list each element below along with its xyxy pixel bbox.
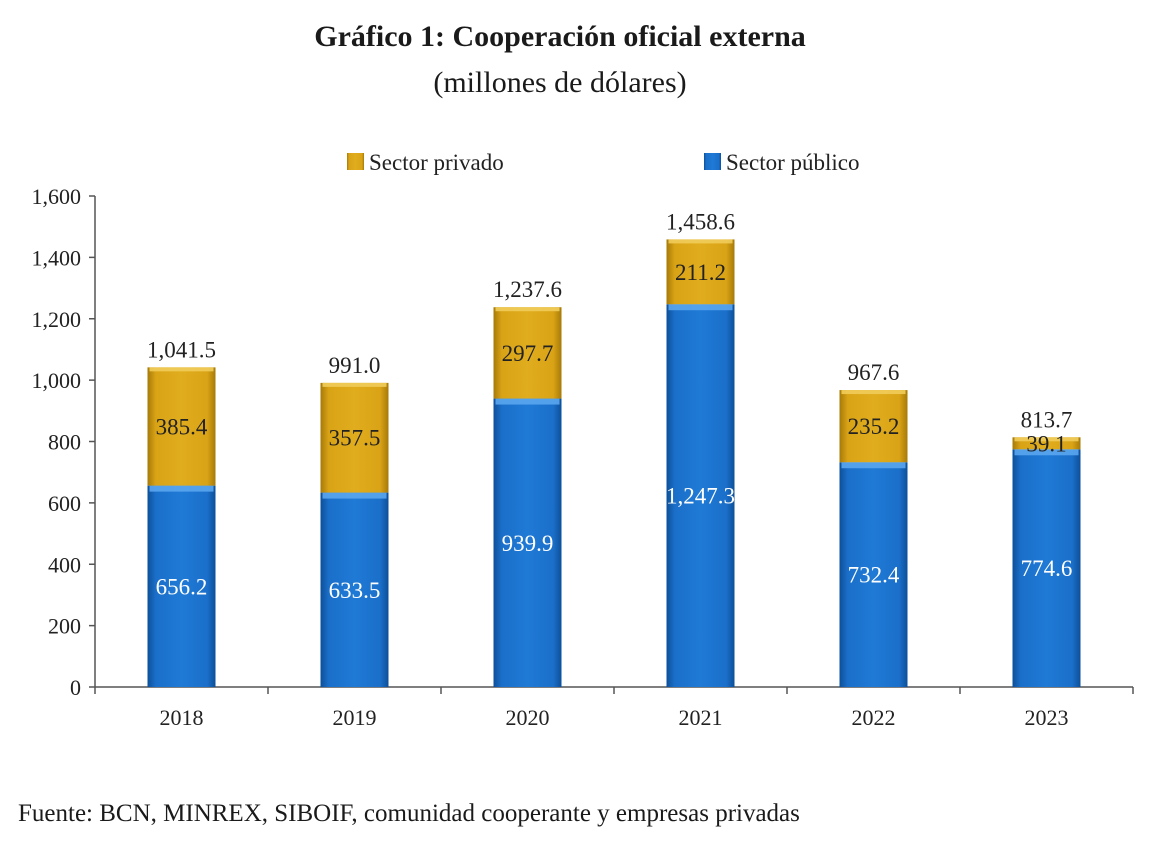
data-label-total: 1,458.6 <box>666 209 735 234</box>
bar-sector-publico <box>1012 449 1081 687</box>
bar-top-bevel <box>668 239 733 244</box>
axes: 0 200 400 600 800 1,000 1,200 1,400 1,600 <box>32 184 1134 700</box>
data-label-total: 967.6 <box>848 360 900 385</box>
x-tick-label: 2021 <box>679 705 723 730</box>
data-label-sector-publico: 633.5 <box>329 578 381 603</box>
bar-top-bevel <box>149 367 214 372</box>
x-tick-label: 2019 <box>333 705 377 730</box>
x-tick-label: 2023 <box>1025 705 1069 730</box>
bar-sector-publico <box>320 492 389 687</box>
legend-swatch-sector-publico <box>704 153 721 170</box>
data-label-total: 1,041.5 <box>147 337 216 362</box>
bar-sector-publico <box>839 462 908 687</box>
bar-top-bevel <box>149 485 214 492</box>
chart-subtitle: (millones de dólares) <box>433 66 687 99</box>
bar-top-bevel <box>841 390 906 395</box>
data-label-sector-privado: 39.1 <box>1026 431 1066 456</box>
data-label-total: 813.7 <box>1021 407 1073 432</box>
bar-sector-privado <box>839 390 908 463</box>
y-tick-label: 1,400 <box>32 245 82 270</box>
data-label-sector-publico: 1,247.3 <box>666 484 735 509</box>
bar-sector-privado <box>1012 437 1081 450</box>
legend: Sector privado Sector público <box>347 150 860 175</box>
data-label-sector-privado: 235.2 <box>848 414 900 439</box>
y-tick-label: 600 <box>48 491 81 516</box>
y-tick-label: 0 <box>70 675 81 700</box>
y-tick-label: 1,200 <box>32 307 82 332</box>
data-label-sector-publico: 774.6 <box>1021 556 1073 581</box>
y-tick-label: 1,000 <box>32 368 82 393</box>
bar-top-bevel <box>1014 437 1079 442</box>
y-tick-label: 800 <box>48 430 81 455</box>
x-tick-label: 2022 <box>852 705 896 730</box>
bar-top-bevel <box>322 382 387 387</box>
x-tick-label: 2018 <box>160 705 204 730</box>
bar-sector-publico <box>147 485 216 687</box>
data-label-total: 991.0 <box>329 353 381 378</box>
data-label-sector-publico: 656.2 <box>156 574 208 599</box>
source-note: Fuente: BCN, MINREX, SIBOIF, comunidad c… <box>18 800 800 827</box>
bar-top-bevel <box>841 462 906 469</box>
data-label-sector-publico: 939.9 <box>502 531 554 556</box>
bars: 656.2 385.4 1,041.5 2018 633.5 357.5 991.0 2019… <box>147 209 1081 730</box>
data-label-sector-privado: 385.4 <box>156 414 208 439</box>
bar-sector-privado <box>320 382 389 493</box>
bar-top-bevel <box>1014 449 1079 456</box>
bar-top-bevel <box>322 492 387 499</box>
bar-sector-privado <box>666 239 735 305</box>
data-label-total: 1,237.6 <box>493 277 562 302</box>
data-label-sector-privado: 357.5 <box>329 426 381 451</box>
bar-sector-privado <box>493 307 562 399</box>
legend-label-sector-publico: Sector público <box>726 150 860 175</box>
data-label-sector-privado: 211.2 <box>675 260 726 285</box>
bar-sector-publico <box>666 304 735 687</box>
chart-title: Gráfico 1: Cooperación oficial externa <box>314 20 806 53</box>
y-tick-label: 1,600 <box>32 184 82 209</box>
bar-top-bevel <box>668 304 733 311</box>
legend-label-sector-privado: Sector privado <box>369 150 504 175</box>
bar-sector-privado <box>147 367 216 486</box>
data-label-sector-privado: 297.7 <box>502 341 554 366</box>
legend-swatch-sector-privado <box>347 153 364 170</box>
bar-sector-publico <box>493 398 562 687</box>
data-label-sector-publico: 732.4 <box>848 563 900 588</box>
bar-top-bevel <box>495 398 560 405</box>
x-tick-label: 2020 <box>506 705 550 730</box>
y-tick-label: 200 <box>48 614 81 639</box>
y-tick-label: 400 <box>48 552 81 577</box>
bar-top-bevel <box>495 307 560 312</box>
